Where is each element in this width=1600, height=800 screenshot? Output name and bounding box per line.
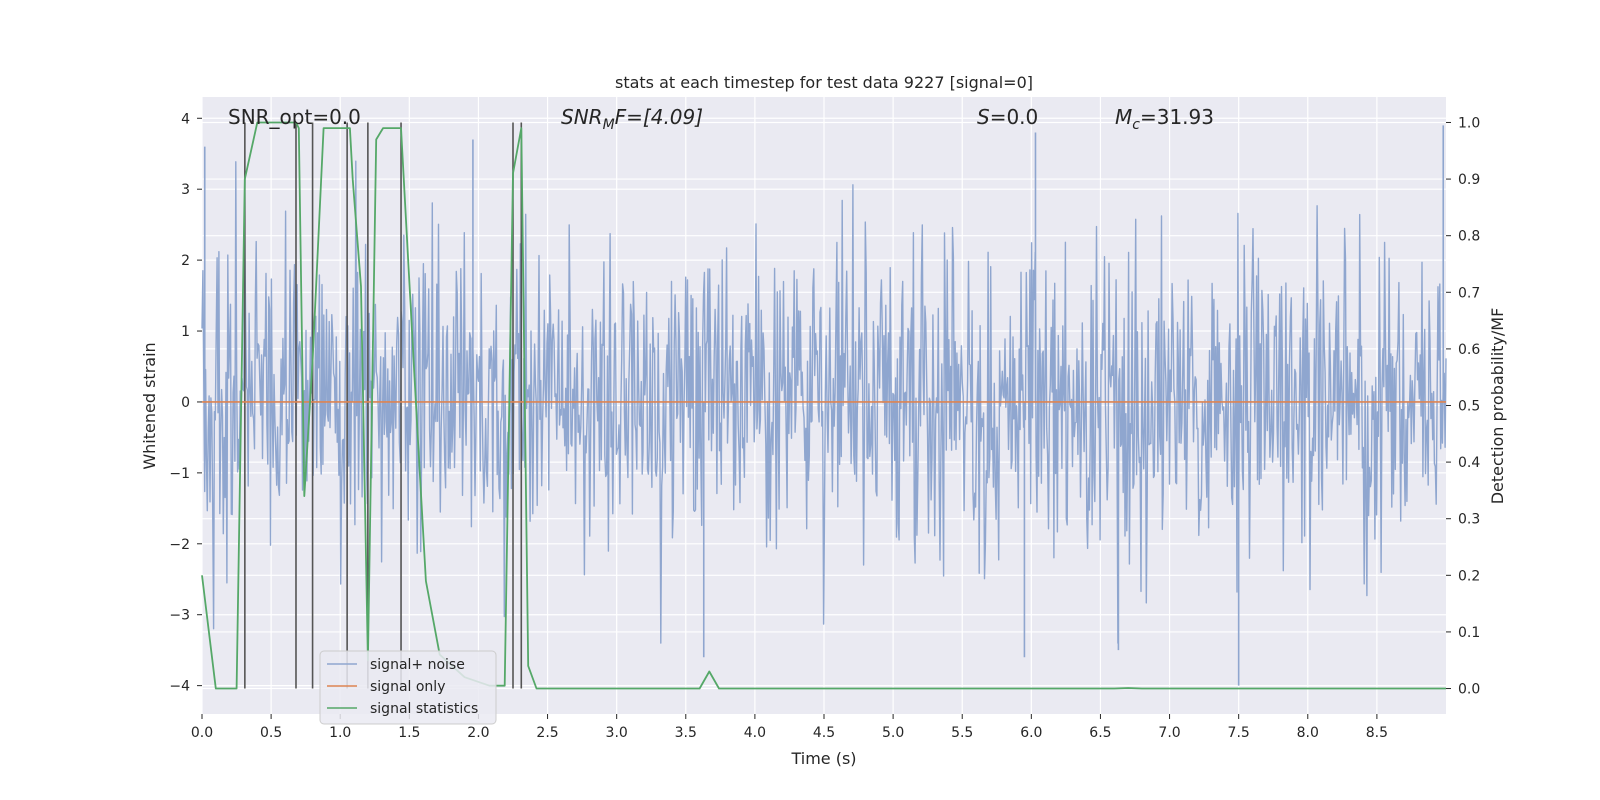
y-tick-label: 4 <box>181 111 190 127</box>
y2-tick-label: 0.5 <box>1458 399 1480 415</box>
y2-axis-label: Detection probability/MF <box>1488 308 1507 505</box>
noise-series <box>201 125 1447 686</box>
y2-tick-label: 0.1 <box>1458 625 1480 641</box>
chart-title: stats at each timestep for test data 922… <box>615 73 1033 92</box>
mc-label: M <box>1115 105 1132 129</box>
legend-entry-noise: signal+ noise <box>370 657 465 673</box>
annotation-s: S=0.0 <box>977 105 1038 129</box>
x-tick-label: 0.0 <box>191 725 213 741</box>
y-tick-label: 0 <box>181 395 190 411</box>
x-tick-label: 4.0 <box>744 725 766 741</box>
x-tick-label: 3.0 <box>606 725 628 741</box>
y-tick-label: 3 <box>181 182 190 198</box>
mc-subscript: c <box>1132 117 1140 133</box>
x-tick-label: 8.0 <box>1297 725 1319 741</box>
y-tick-label: −4 <box>169 679 190 695</box>
x-tick-label: 2.0 <box>467 725 489 741</box>
y2-tick-label: 0.9 <box>1458 172 1480 188</box>
signal-statistics-series <box>201 121 1446 690</box>
x-tick-label: 8.5 <box>1366 725 1388 741</box>
legend-entry-stats: signal statistics <box>370 701 478 717</box>
x-tick-label: 0.5 <box>260 725 282 741</box>
legend-box <box>319 650 497 725</box>
x-tick-label: 7.5 <box>1228 725 1250 741</box>
snr-mf-subscript: M <box>603 117 615 133</box>
legend-entry-signal: signal only <box>370 679 445 695</box>
y-tick-label: −3 <box>169 608 190 624</box>
y2-tick-label: 0.4 <box>1458 455 1480 471</box>
y2-tick-label: 1.0 <box>1458 115 1480 131</box>
x-tick-label: 3.5 <box>675 725 697 741</box>
y2-tick-label: 0.2 <box>1458 568 1480 584</box>
y-tick-label: −1 <box>169 466 190 482</box>
y2-tick-label: 0.0 <box>1458 682 1480 698</box>
y-tick-label: −2 <box>169 537 190 553</box>
x-tick-label: 7.0 <box>1158 725 1180 741</box>
y2-tick-label: 0.7 <box>1458 285 1480 301</box>
x-tick-label: 2.5 <box>536 725 558 741</box>
y-axis-label: Whitened strain <box>140 342 159 469</box>
annotation-snr-mf: SNRMF=[4.09] <box>561 105 703 133</box>
snr-mf-rest: F=[4.09] <box>615 105 703 129</box>
snr-mf-label: SNR <box>561 105 603 129</box>
y-tick-label: 1 <box>181 324 190 340</box>
y2-tick-label: 0.8 <box>1458 229 1480 245</box>
y-tick-label: 2 <box>181 253 190 269</box>
s-label: S <box>977 105 990 129</box>
annotation-snr-opt: SNR_opt=0.0 <box>228 105 361 129</box>
x-tick-label: 1.0 <box>329 725 351 741</box>
tick-labels: 0.0 0.5 1.0 1.5 2.0 2.5 3.0 3.5 4.0 4.5 5.0 5.5 6.0 6… <box>169 111 1480 741</box>
x-axis-label: Time (s) <box>790 749 856 768</box>
mc-rest: =31.93 <box>1140 105 1214 129</box>
s-rest: =0.0 <box>990 105 1039 129</box>
y2-tick-label: 0.3 <box>1458 512 1480 528</box>
statistics-line <box>201 121 1446 690</box>
x-tick-label: 6.5 <box>1089 725 1111 741</box>
y2-tick-label: 0.6 <box>1458 342 1480 358</box>
annotation-mc: Mc=31.93 <box>1115 105 1214 133</box>
x-tick-label: 6.0 <box>1020 725 1042 741</box>
x-tick-label: 4.5 <box>813 725 835 741</box>
x-tick-label: 5.5 <box>951 725 973 741</box>
legend: signal+ noise signal only signal statist… <box>319 650 497 725</box>
x-tick-label: 1.5 <box>398 725 420 741</box>
x-tick-label: 5.0 <box>882 725 904 741</box>
